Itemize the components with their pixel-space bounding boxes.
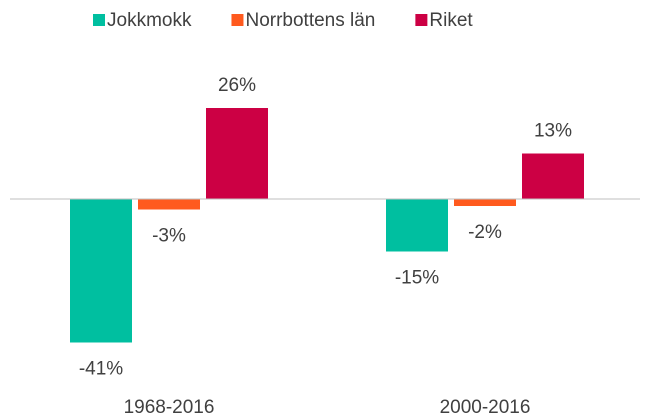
legend-marker xyxy=(415,14,428,26)
data-label: -3% xyxy=(152,226,186,247)
data-label: -41% xyxy=(79,359,123,380)
bar xyxy=(70,199,132,343)
bar xyxy=(386,199,448,252)
data-label: 26% xyxy=(218,75,256,96)
data-label: 13% xyxy=(534,121,572,142)
legend-marker xyxy=(93,14,105,26)
bar xyxy=(522,153,584,199)
bar xyxy=(454,199,516,206)
legend-label: Norrbottens län xyxy=(245,10,375,31)
bar xyxy=(138,199,200,210)
data-label: -15% xyxy=(395,268,439,289)
legend-label: Jokkmokk xyxy=(107,10,192,31)
x-tick-label: 2000-2016 xyxy=(440,397,531,418)
legend-label: Riket xyxy=(429,10,473,31)
data-label: -2% xyxy=(468,222,502,243)
bar xyxy=(206,108,268,199)
x-tick-label: 1968-2016 xyxy=(124,397,215,418)
legend-marker xyxy=(231,14,244,26)
